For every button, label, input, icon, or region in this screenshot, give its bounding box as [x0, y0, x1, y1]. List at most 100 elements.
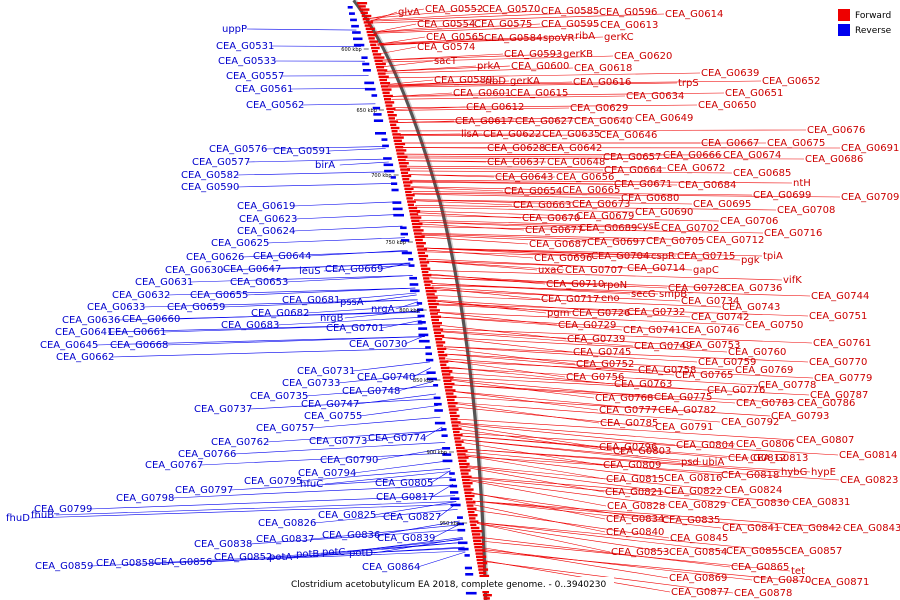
- forward-gene-arrow: [426, 296, 438, 299]
- reverse-gene-arrow: [409, 283, 419, 286]
- reverse-leader-line: [339, 161, 389, 166]
- reverse-leader-line: [220, 263, 411, 271]
- reverse-gene-label: CEA_G0633: [87, 302, 145, 313]
- forward-leader-line: [473, 500, 783, 529]
- forward-gene-arrow: [440, 363, 447, 366]
- forward-gene-arrow: [473, 542, 485, 546]
- forward-leader-line: [373, 23, 474, 33]
- forward-gene-arrow: [469, 520, 479, 523]
- forward-gene-label: CEA_G0759: [698, 357, 756, 368]
- forward-leader-line: [443, 346, 698, 363]
- forward-gene-label: CEA_G0824: [724, 485, 782, 496]
- reverse-gene-label: uppP: [222, 24, 247, 35]
- forward-leader-line: [415, 206, 635, 213]
- forward-gene-arrow: [429, 309, 440, 312]
- reverse-leader-line: [151, 547, 465, 564]
- forward-gene-arrow: [420, 264, 428, 267]
- reverse-leader-line: [264, 146, 386, 150]
- forward-leader-line: [474, 510, 670, 539]
- forward-gene-label: CEA_G0822: [664, 486, 722, 497]
- scale-tick-label: 900 kbp: [427, 450, 447, 456]
- forward-gene-label: CEA_G0753: [682, 340, 740, 351]
- forward-gene-label: CEA_G0629: [570, 103, 628, 114]
- forward-gene-arrow: [441, 370, 453, 373]
- forward-leader-line: [442, 337, 728, 353]
- forward-gene-arrow: [456, 446, 465, 450]
- forward-gene-arrow: [473, 539, 482, 542]
- reverse-gene-arrow: [449, 478, 456, 482]
- forward-gene-label: CEA_G0640: [574, 116, 632, 127]
- forward-leader-line: [404, 155, 603, 158]
- reverse-gene-arrow: [364, 87, 376, 91]
- reverse-gene-arrow: [362, 69, 371, 72]
- forward-gene-arrow: [472, 533, 481, 536]
- forward-gene-arrow: [456, 450, 468, 453]
- reverse-gene-arrow: [433, 396, 441, 400]
- forward-gene-arrow: [388, 117, 395, 120]
- forward-gene-arrow: [397, 155, 408, 158]
- forward-leader-line: [412, 192, 841, 198]
- forward-leader-line: [450, 378, 654, 398]
- forward-gene-label: CEA_G0745: [573, 347, 631, 358]
- reverse-gene-arrow: [383, 163, 394, 167]
- forward-gene-label: CEA_G0871: [811, 577, 869, 588]
- forward-gene-label: trpS: [678, 78, 699, 89]
- reverse-leader-line: [292, 225, 403, 232]
- reverse-leader-line: [236, 171, 391, 176]
- reverse-leader-line: [431, 483, 454, 498]
- reverse-gene-arrow: [433, 384, 439, 387]
- reverse-gene-label: CEA_G0740: [357, 372, 415, 383]
- forward-gene-arrow: [400, 168, 410, 171]
- forward-gene-label: CEA_G0845: [670, 533, 728, 544]
- forward-gene-label: gerKC: [604, 32, 634, 43]
- forward-gene-label: CEA_G0792: [721, 417, 779, 428]
- reverse-gene-label: CEA_G0623: [239, 214, 297, 225]
- forward-gene-arrow: [471, 530, 483, 533]
- forward-leader-line: [430, 277, 724, 289]
- reverse-leader-line: [30, 504, 457, 519]
- reverse-gene-label: CEA_G0683: [221, 320, 279, 331]
- forward-gene-label: CEA_G0752: [576, 359, 634, 370]
- forward-gene-arrow: [455, 443, 462, 446]
- forward-gene-label: smpB: [659, 289, 687, 300]
- forward-gene-arrow: [442, 373, 451, 376]
- forward-gene-label: CEA_G0841: [722, 523, 780, 534]
- forward-gene-label: CEA_G0853: [611, 547, 669, 558]
- reverse-gene-arrow: [392, 201, 402, 204]
- reverse-gene-arrow: [458, 547, 469, 551]
- forward-leader-line: [451, 384, 736, 404]
- forward-gene-label: CEA_G0818: [721, 470, 779, 481]
- forward-gene-arrow: [445, 392, 454, 395]
- reverse-leader-line: [177, 311, 420, 320]
- forward-gene-label: CEA_G0663: [513, 200, 571, 211]
- forward-gene-label: CEA_G0814: [839, 450, 897, 461]
- reverse-gene-arrow: [351, 24, 359, 28]
- reverse-gene-label: CEA_G0774: [368, 433, 426, 444]
- scale-tick-label: 600 kbp: [341, 47, 361, 53]
- forward-leader-line: [383, 60, 434, 67]
- reverse-leader-line: [311, 416, 441, 429]
- reverse-gene-arrow: [425, 346, 431, 349]
- reverse-gene-arrow: [417, 308, 424, 311]
- reverse-gene-label: CEA_G0645: [40, 340, 98, 351]
- forward-gene-label: CEA_G0570: [482, 4, 540, 15]
- reverse-gene-label: potB: [296, 549, 319, 560]
- forward-leader-line: [369, 8, 425, 19]
- forward-gene-arrow: [451, 421, 461, 424]
- reverse-gene-arrow: [418, 333, 429, 337]
- forward-gene-label: CEA_G0821: [605, 487, 663, 498]
- forward-leader-line: [459, 429, 613, 452]
- forward-gene-label: uxaC: [538, 265, 563, 276]
- forward-gene-arrow: [438, 357, 446, 360]
- forward-leader-line: [420, 232, 706, 241]
- forward-leader-line: [453, 396, 771, 417]
- legend: Forward Reverse: [838, 9, 892, 36]
- forward-gene-arrow: [390, 126, 400, 130]
- forward-leader-line: [412, 193, 621, 199]
- forward-leader-line: [428, 270, 783, 281]
- forward-gene-label: cysE: [637, 221, 660, 232]
- forward-gene-label: CEA_G0869: [669, 573, 727, 584]
- forward-leader-line: [408, 174, 556, 178]
- reverse-gene-arrow: [371, 94, 378, 97]
- forward-gene-label: ntH: [793, 178, 811, 189]
